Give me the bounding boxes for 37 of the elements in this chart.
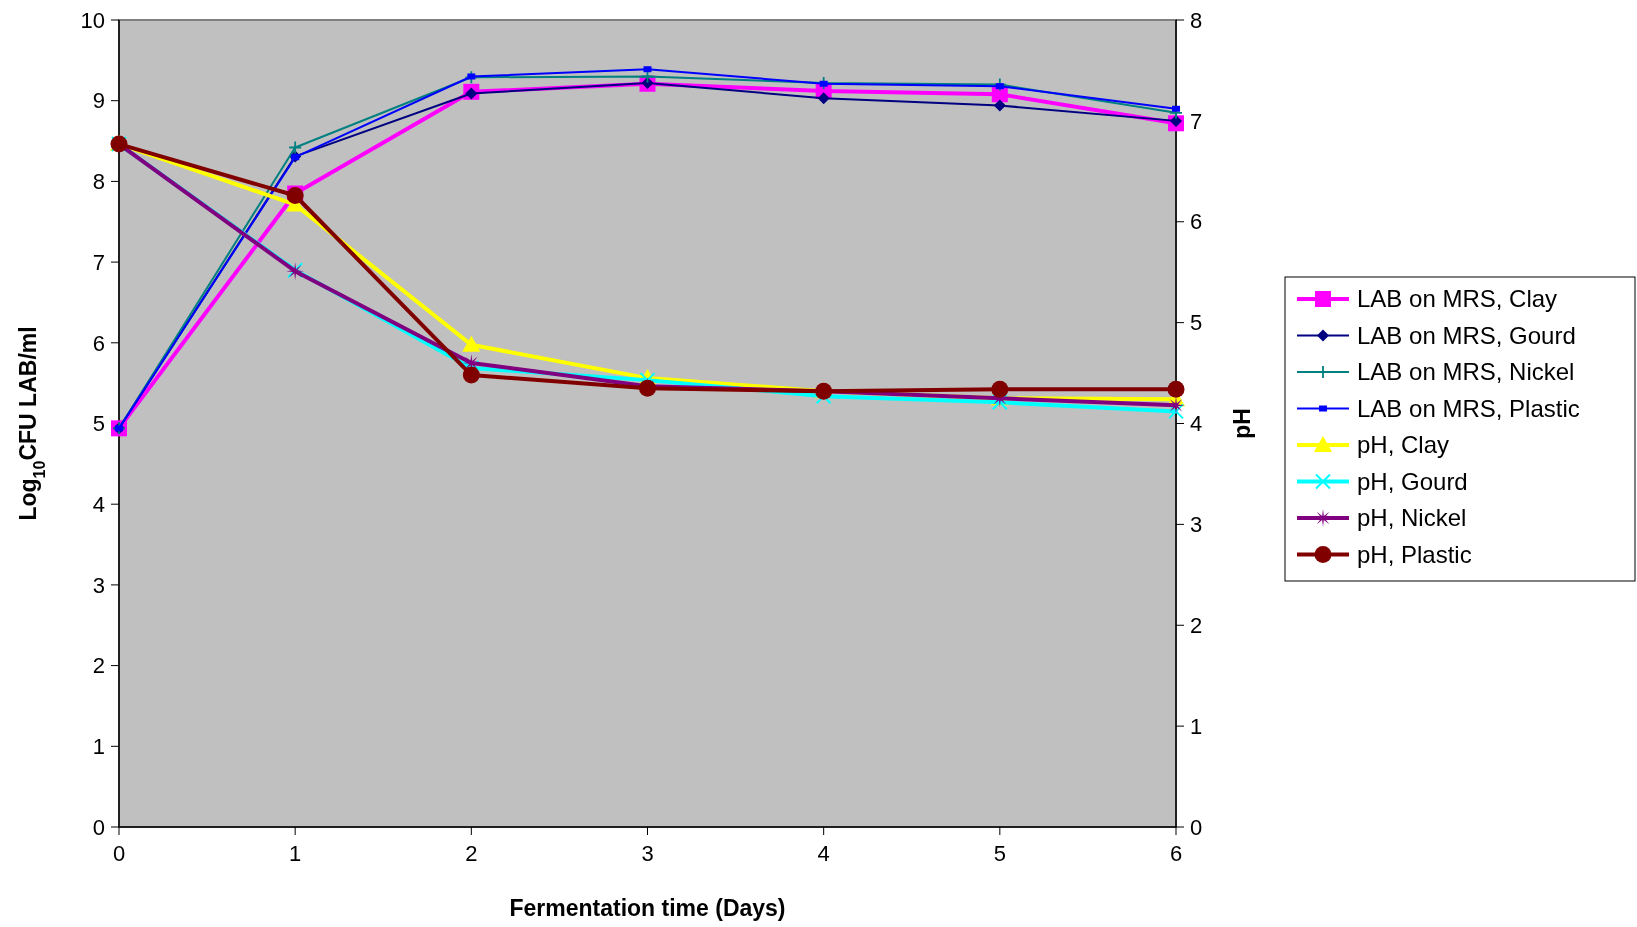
x-tick-label: 4 <box>817 841 830 866</box>
y-tick-label: 2 <box>92 653 105 679</box>
y-tick-label: 3 <box>92 572 105 598</box>
x-tick-label: 5 <box>993 841 1006 866</box>
legend-label: pH, Clay <box>1357 431 1450 459</box>
y2-axis-title: pH <box>1229 408 1255 439</box>
legend-label: LAB on MRS, Clay <box>1357 285 1558 313</box>
x-tick-label: 6 <box>1169 841 1183 866</box>
y2-tick-label: 1 <box>1190 713 1203 739</box>
legend-label: LAB on MRS, Gourd <box>1357 321 1576 349</box>
y-tick-label: 6 <box>92 330 105 356</box>
y-tick-label: 5 <box>92 411 105 437</box>
y-tick-label: 7 <box>92 249 105 275</box>
y-tick-label: 8 <box>92 169 105 195</box>
y2-tick-label: 2 <box>1190 612 1203 638</box>
x-tick-label: 3 <box>641 841 654 866</box>
y2-tick-label: 5 <box>1190 310 1203 336</box>
y2-tick-label: 8 <box>1190 7 1203 33</box>
x-axis-title: Fermentation time (Days) <box>509 895 786 921</box>
legend-label: LAB on MRS, Plastic <box>1357 394 1580 422</box>
x-tick-label: 0 <box>112 841 126 866</box>
y2-tick-label: 0 <box>1190 814 1203 840</box>
y-tick-label: 10 <box>80 7 105 33</box>
y2-tick-label: 6 <box>1190 209 1203 235</box>
y2-tick-label: 4 <box>1190 411 1203 437</box>
legend-label: LAB on MRS, Nickel <box>1357 358 1575 386</box>
y-tick-label: 9 <box>92 88 105 114</box>
legend-label: pH, Plastic <box>1357 540 1472 568</box>
legend-label: pH, Nickel <box>1357 504 1467 532</box>
y-tick-label: 0 <box>92 814 105 840</box>
legend-label: pH, Gourd <box>1357 467 1468 495</box>
y2-tick-label: 3 <box>1190 512 1203 538</box>
y2-tick-label: 7 <box>1190 108 1203 134</box>
x-tick-label: 2 <box>465 841 478 866</box>
y-tick-label: 1 <box>92 734 105 759</box>
x-tick-label: 1 <box>289 841 302 866</box>
y-tick-label: 4 <box>92 491 105 517</box>
